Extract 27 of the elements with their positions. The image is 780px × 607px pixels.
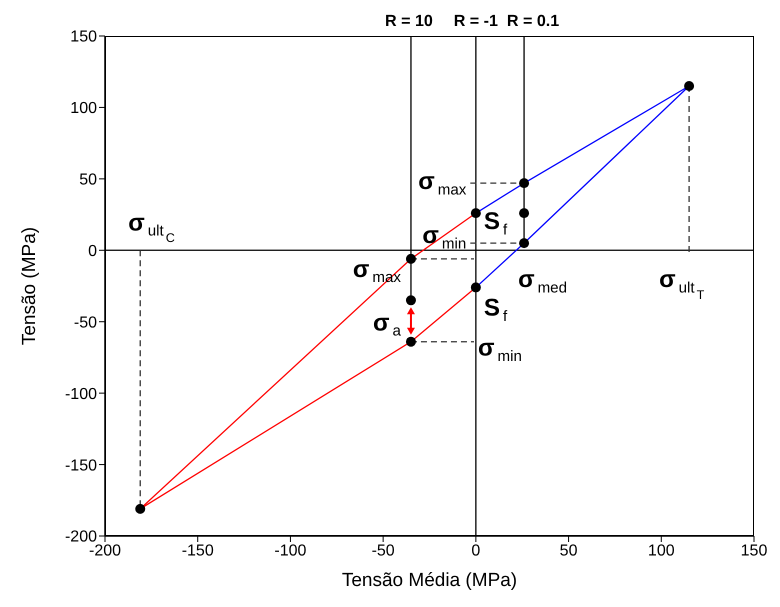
y-tick-label: -150 [64, 457, 98, 474]
y-tick-label: -50 [74, 314, 98, 332]
y-tick-label: 50 [79, 172, 98, 189]
annotation: σ$_{min}$ [422, 222, 466, 252]
annotation: σ$_{max}$ [418, 168, 467, 198]
x-tick-label: 100 [648, 542, 675, 560]
annotation: σ$_{med}$ [518, 266, 567, 296]
x-tick-label: 150 [740, 542, 768, 560]
x-tick-label: -100 [274, 542, 307, 560]
y-tick-label: -200 [64, 528, 98, 546]
x-tick-label: 50 [560, 542, 578, 560]
annotation: R = 10 [385, 12, 433, 30]
annotation: S$_{f}$ [484, 294, 508, 325]
x-tick-label: -150 [182, 542, 214, 560]
y-tick-label: 0 [88, 242, 98, 260]
annotation: S$_{f}$ [484, 208, 508, 238]
x-tick-label: -50 [372, 542, 395, 560]
y-tick-label: 100 [70, 100, 98, 118]
x-axis-title: Tensão Média (MPa) [340, 570, 518, 592]
x-tick-label: 0 [471, 542, 480, 560]
annotation: R = -1 [454, 12, 498, 30]
annotation: σ$_{min}$ [478, 335, 522, 366]
y-tick-label: 150 [70, 28, 98, 46]
annotation: σ$_{a}$ [373, 310, 402, 340]
y-tick-label: -100 [64, 386, 98, 403]
y-axis-title: Tensão (MPa) [19, 226, 41, 346]
annotation: R = 0.1 [506, 12, 560, 30]
